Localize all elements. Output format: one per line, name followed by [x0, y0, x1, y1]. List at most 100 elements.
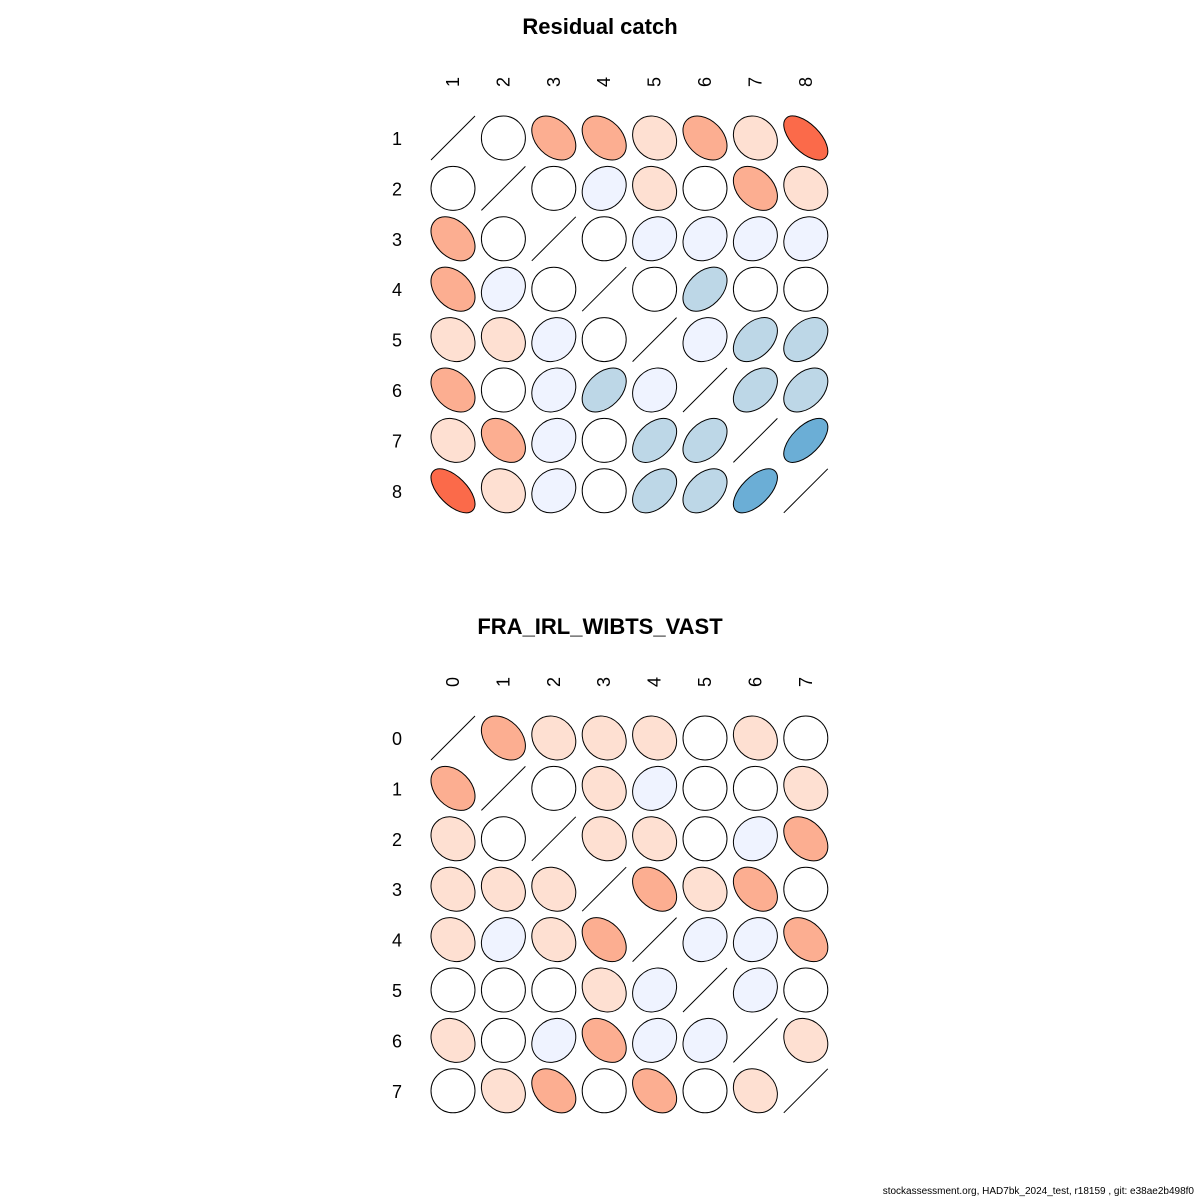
correlation-ellipse — [732, 866, 778, 912]
correlation-ellipse — [531, 115, 577, 161]
correlation-ellipse — [480, 715, 526, 761]
column-label: 1 — [493, 677, 513, 687]
correlation-ellipse — [682, 816, 728, 862]
correlation-ellipse — [783, 715, 829, 761]
correlation-ellipse — [783, 1017, 829, 1063]
correlation-ellipse — [480, 866, 526, 912]
diagonal-line — [682, 367, 728, 413]
column-label: 3 — [544, 77, 564, 87]
correlation-ellipse — [682, 1017, 728, 1063]
correlation-ellipse — [531, 1017, 577, 1063]
correlation-ellipse — [632, 165, 678, 211]
correlation-ellipse — [581, 967, 627, 1013]
diagonal-line — [481, 166, 526, 211]
column-label: 7 — [745, 77, 765, 87]
row-label: 6 — [392, 381, 402, 401]
diagonal-line — [581, 266, 627, 312]
correlation-ellipse — [430, 266, 476, 312]
correlation-ellipse — [581, 715, 627, 761]
correlation-ellipse — [783, 917, 829, 963]
row-label: 1 — [392, 779, 402, 799]
correlation-ellipse — [430, 468, 476, 514]
correlation-ellipse — [682, 317, 728, 363]
correlation-ellipse — [581, 1068, 627, 1114]
correlation-ellipse — [682, 417, 728, 463]
correlation-ellipse — [682, 917, 728, 963]
correlation-ellipse — [732, 317, 778, 363]
correlation-ellipse — [682, 715, 728, 761]
correlation-ellipse — [531, 765, 577, 811]
correlation-ellipse — [531, 266, 577, 312]
correlation-ellipse — [732, 115, 778, 161]
correlation-ellipse — [430, 1017, 476, 1063]
correlation-ellipse — [732, 967, 778, 1013]
correlation-ellipse — [531, 866, 577, 912]
diagonal-line — [581, 866, 627, 912]
correlation-ellipse — [430, 816, 476, 862]
correlation-ellipse — [581, 468, 627, 514]
correlation-ellipse — [783, 165, 829, 211]
column-label: 2 — [544, 677, 564, 687]
correlation-ellipse — [732, 367, 778, 413]
correlation-ellipse — [480, 1068, 526, 1114]
correlation-ellipse — [783, 317, 829, 363]
correlation-ellipse — [632, 115, 678, 161]
correlation-ellipse — [531, 417, 577, 463]
correlation-ellipse — [682, 866, 728, 912]
row-label: 2 — [392, 179, 402, 199]
column-label: 1 — [443, 77, 463, 87]
correlation-ellipse — [430, 367, 476, 413]
row-label: 7 — [392, 1082, 402, 1102]
correlation-ellipse — [783, 266, 829, 312]
diagonal-line — [430, 715, 476, 761]
correlation-ellipse — [531, 715, 577, 761]
chart-title: FRA_IRL_WIBTS_VAST — [477, 614, 723, 639]
correlation-ellipse — [480, 216, 526, 262]
correlation-ellipse — [531, 917, 577, 963]
correlation-ellipse — [632, 417, 678, 463]
column-label: 4 — [594, 77, 614, 87]
column-label: 5 — [695, 677, 715, 687]
correlation-ellipse — [783, 967, 829, 1013]
column-label: 3 — [594, 677, 614, 687]
correlation-ellipse — [632, 967, 678, 1013]
correlation-ellipse — [480, 266, 526, 312]
column-label: 4 — [645, 677, 665, 687]
correlation-ellipse — [682, 765, 728, 811]
correlation-ellipse — [632, 765, 678, 811]
correlation-ellipse — [531, 1068, 577, 1114]
correlation-ellipse — [581, 417, 627, 463]
diagonal-line — [783, 468, 829, 514]
correlation-ellipse — [632, 866, 678, 912]
correlation-ellipse — [632, 816, 678, 862]
correlation-ellipse — [531, 468, 577, 514]
chart-title: Residual catch — [522, 14, 677, 39]
correlation-ellipse — [632, 367, 678, 413]
correlation-ellipse — [581, 115, 627, 161]
row-label: 6 — [392, 1031, 402, 1051]
diagonal-line — [682, 967, 728, 1013]
correlation-ellipse — [732, 1068, 778, 1114]
correlation-ellipse — [783, 417, 829, 463]
row-label: 4 — [392, 280, 402, 300]
diagonal-line — [430, 115, 476, 161]
correlation-ellipse — [430, 317, 476, 363]
row-label: 8 — [392, 482, 402, 502]
row-label: 1 — [392, 129, 402, 149]
diagonal-line — [783, 1068, 829, 1114]
correlation-ellipse — [682, 266, 728, 312]
correlation-ellipse — [430, 1068, 476, 1114]
column-label: 5 — [645, 77, 665, 87]
correlation-ellipse — [430, 216, 476, 262]
correlation-ellipse — [732, 715, 778, 761]
correlation-ellipse — [732, 266, 778, 312]
correlation-ellipse — [783, 866, 829, 912]
row-label: 5 — [392, 981, 402, 1001]
correlation-ellipse — [682, 468, 728, 514]
correlation-ellipse — [783, 765, 829, 811]
column-label: 2 — [493, 77, 513, 87]
correlation-ellipse — [430, 967, 476, 1013]
correlation-ellipse — [430, 917, 476, 963]
correlation-ellipse — [581, 317, 627, 363]
